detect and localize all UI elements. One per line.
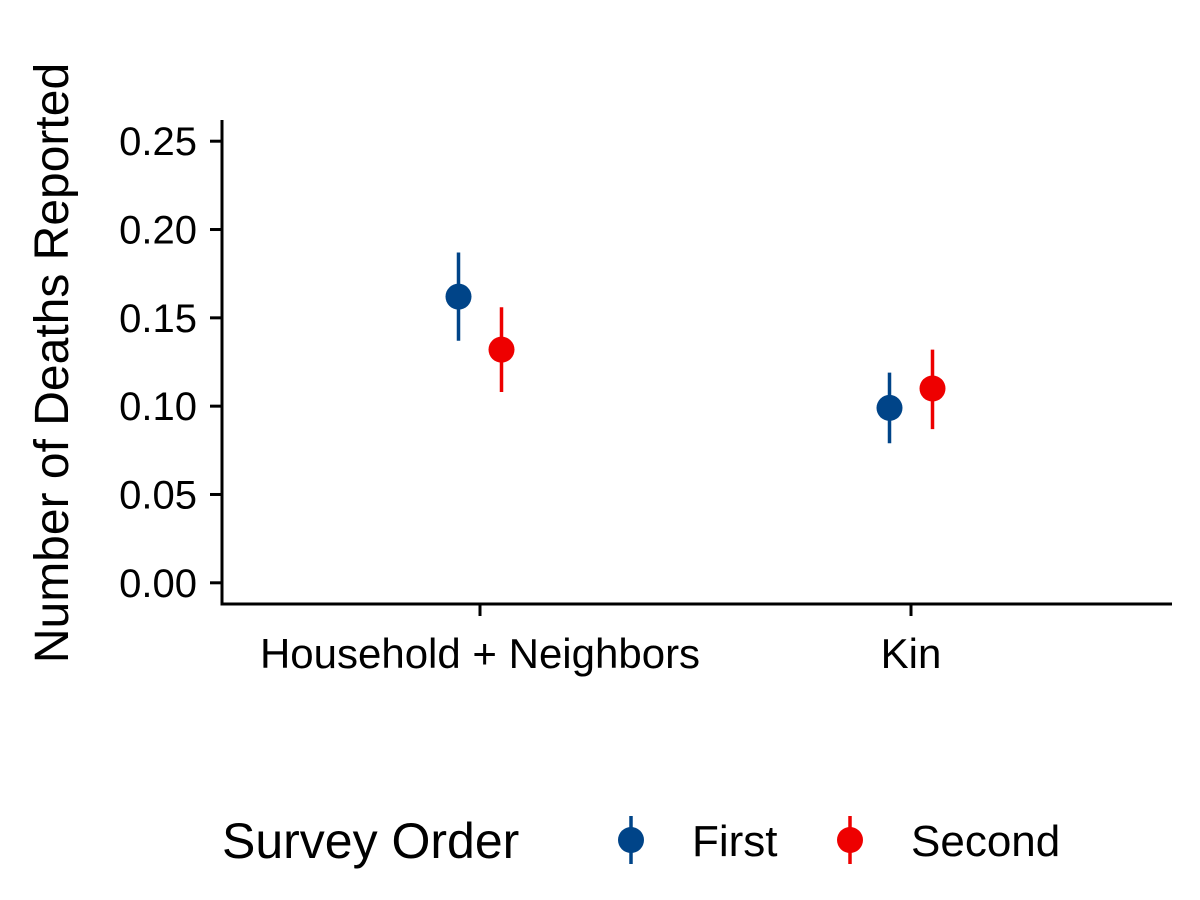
legend-label-first: First	[692, 817, 778, 866]
x-tick-label: Household + Neighbors	[260, 630, 700, 677]
legend-items: First Second	[618, 816, 1060, 866]
legend-title: Survey Order	[222, 813, 519, 869]
point-second	[919, 375, 946, 402]
y-tick-label: 0.25	[119, 120, 197, 164]
point-first	[876, 394, 903, 421]
y-tick-label: 0.10	[119, 385, 197, 429]
legend: Survey Order First Second	[222, 813, 1060, 869]
point-first	[445, 283, 472, 310]
y-tick-label: 0.05	[119, 473, 197, 517]
legend-key-point-second	[837, 827, 863, 853]
legend-key-point-first	[618, 827, 644, 853]
x-axis-ticks: Household + Neighbors Kin	[260, 604, 941, 677]
plot-marks	[445, 252, 946, 444]
y-tick-label: 0.20	[119, 209, 197, 253]
y-tick-label: 0.15	[119, 297, 197, 341]
x-tick-label: Kin	[881, 630, 942, 677]
y-axis-ticks: 0.00 0.05 0.10 0.15 0.20 0.25	[119, 120, 222, 606]
y-axis-title: Number of Deaths Reported	[26, 63, 79, 663]
point-second	[488, 336, 515, 363]
y-tick-label: 0.00	[119, 562, 197, 606]
legend-label-second: Second	[911, 817, 1060, 866]
